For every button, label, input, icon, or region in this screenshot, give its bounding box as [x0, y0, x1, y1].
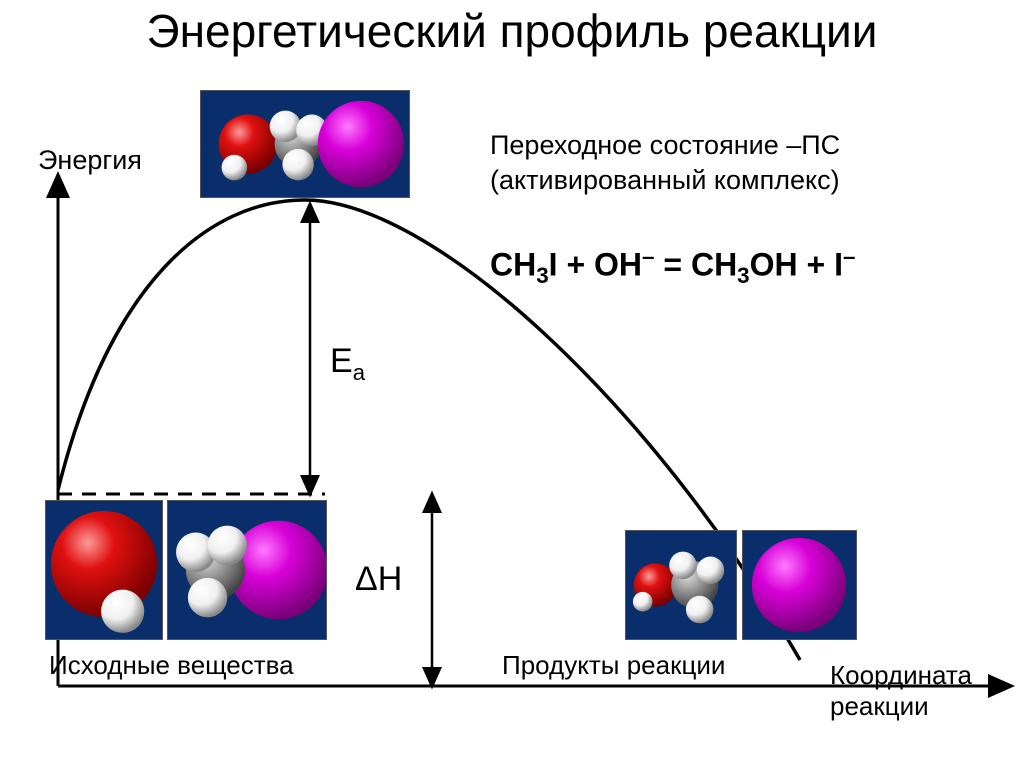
molecule-product-methanol [625, 530, 737, 640]
molecule-product-iodide [742, 530, 857, 640]
energy-profile-chart [0, 0, 1024, 768]
molecule-reactant-hydroxide [45, 500, 163, 640]
molecule-reactant-methyl-iodide [167, 500, 327, 640]
molecule-transition-state [200, 90, 410, 198]
